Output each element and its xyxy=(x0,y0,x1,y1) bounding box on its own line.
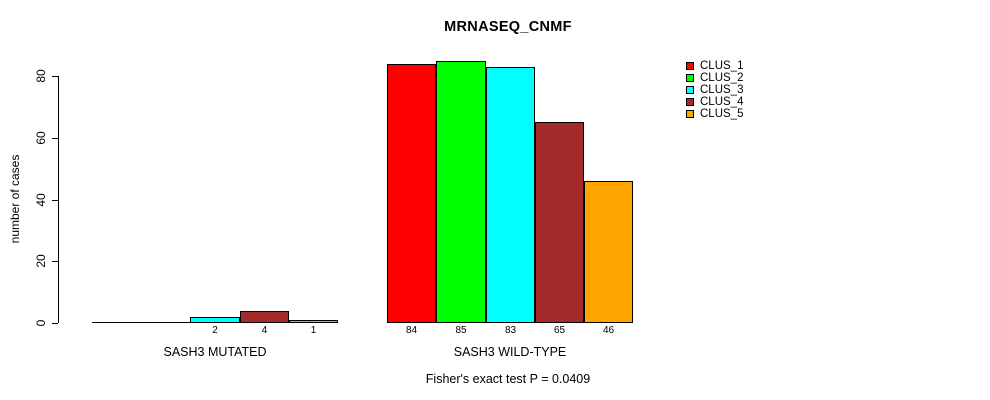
y-tick-label-text: 80 xyxy=(34,69,48,83)
bar-clus_5-wildtype xyxy=(584,181,633,323)
chart-title: MRNASEQ_CNMF xyxy=(444,19,572,35)
group-label: SASH3 WILD-TYPE xyxy=(453,345,567,359)
bar-clus_3-wildtype xyxy=(486,67,535,323)
bar-value-label: 46 xyxy=(602,325,615,336)
y-axis xyxy=(58,76,59,323)
bar-value-label: 1 xyxy=(310,325,317,336)
y-axis-tick xyxy=(52,76,58,77)
legend-label: CLUS_3 xyxy=(700,84,744,96)
bar-value-label: 83 xyxy=(504,325,517,336)
legend-swatch-clus_3 xyxy=(686,86,694,94)
y-tick-label-text: 40 xyxy=(34,193,48,207)
y-axis-title-text: number of cases xyxy=(8,154,22,244)
y-axis-tick xyxy=(52,323,58,324)
legend-swatch-clus_2 xyxy=(686,74,694,82)
y-tick-label-text: 0 xyxy=(34,319,48,327)
bar-value-label: 84 xyxy=(405,325,418,336)
legend-swatch-clus_1 xyxy=(686,62,694,70)
bar-clus_4-wildtype xyxy=(535,122,584,323)
legend-item: CLUS_2 xyxy=(686,72,743,84)
y-axis-tick xyxy=(52,138,58,139)
bar-clus_1-wildtype xyxy=(387,64,436,323)
legend-swatch-clus_4 xyxy=(686,98,694,106)
legend: CLUS_1 CLUS_2 CLUS_3 CLUS_4 CLUS_5 xyxy=(686,60,743,120)
bar-value-label: 4 xyxy=(261,325,268,336)
bar-clus_4-mutated xyxy=(240,311,289,323)
y-axis-tick xyxy=(52,261,58,262)
legend-item: CLUS_3 xyxy=(686,84,743,96)
bar-clus_5-mutated xyxy=(289,320,338,323)
fisher-test-annotation: Fisher's exact test P = 0.0409 xyxy=(425,372,591,386)
bar-value-label: 85 xyxy=(455,325,467,336)
legend-item: CLUS_5 xyxy=(686,108,743,120)
bar-value-label: 2 xyxy=(212,325,218,336)
y-tick-label-text: 20 xyxy=(34,254,48,268)
legend-label: CLUS_4 xyxy=(700,96,744,108)
bar-value-label: 65 xyxy=(553,325,566,336)
bar-clus_2-wildtype xyxy=(436,61,486,323)
y-tick-label-text: 60 xyxy=(34,131,48,145)
bar-clus_3-mutated xyxy=(190,317,240,323)
legend-label: CLUS_2 xyxy=(700,72,744,84)
legend-item: CLUS_1 xyxy=(686,60,743,72)
legend-item: CLUS_4 xyxy=(686,96,743,108)
legend-swatch-clus_5 xyxy=(686,110,694,118)
group-label: SASH3 MUTATED xyxy=(163,345,267,359)
y-axis-tick xyxy=(52,200,58,201)
legend-label: CLUS_1 xyxy=(700,60,744,72)
legend-label: CLUS_5 xyxy=(700,108,744,120)
